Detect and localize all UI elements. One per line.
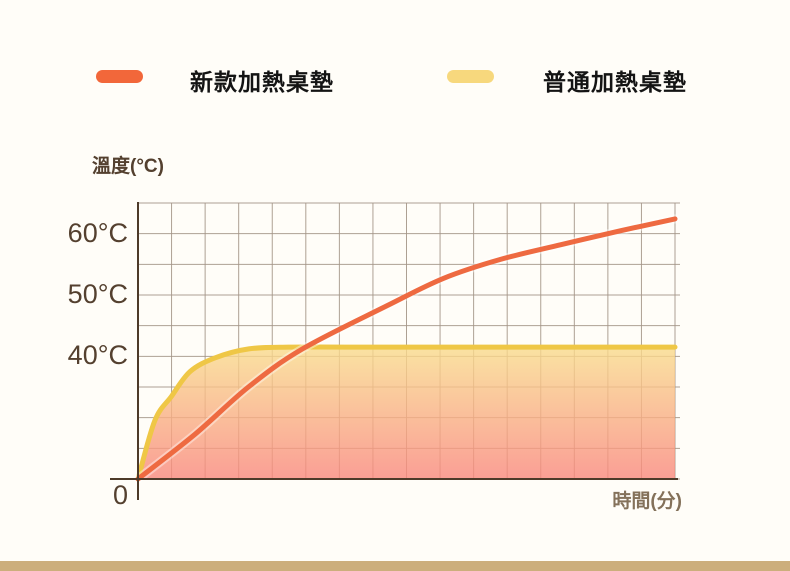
ordinary-mat-line (135, 344, 678, 482)
new-mat-line (135, 216, 678, 482)
bottom-accent-bar (0, 561, 790, 571)
y-tick-50: 50°C (67, 279, 128, 309)
x-axis-title: 時間(分) (612, 491, 682, 512)
ordinary-mat-fill (138, 346, 675, 479)
y-tick-40: 40°C (67, 340, 128, 370)
y-axis-title: 溫度(°C) (92, 156, 164, 177)
origin-label: 0 (112, 480, 128, 510)
legend-label-ordinary-mat: 普通加熱桌墊 (543, 69, 687, 95)
legend-label-new-mat: 新款加熱桌墊 (190, 69, 334, 95)
legend-swatch-ordinary-mat (447, 70, 494, 83)
legend-swatch-new-mat (96, 70, 143, 83)
y-tick-60: 60°C (67, 218, 128, 248)
